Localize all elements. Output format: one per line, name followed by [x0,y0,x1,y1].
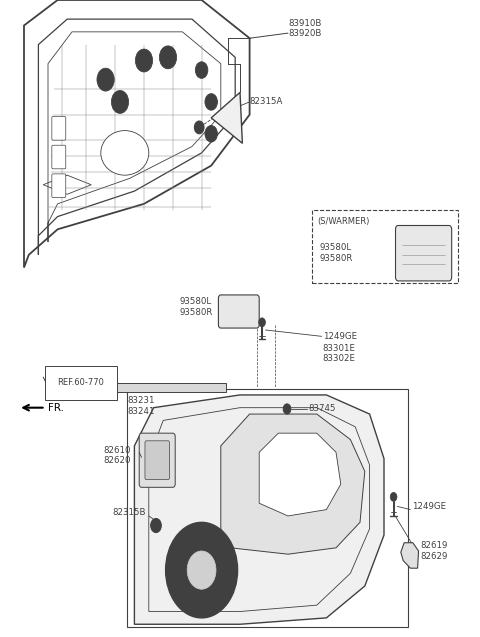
Text: 1249GE: 1249GE [412,502,446,511]
Text: 1249GE: 1249GE [323,332,357,341]
FancyBboxPatch shape [127,389,408,627]
Circle shape [390,492,397,501]
FancyBboxPatch shape [312,210,458,283]
FancyBboxPatch shape [52,174,66,197]
Ellipse shape [101,131,149,175]
Polygon shape [221,414,365,554]
Text: 83910B
83920B: 83910B 83920B [288,19,322,38]
Circle shape [97,68,114,91]
Circle shape [194,121,204,134]
Circle shape [151,519,161,533]
Polygon shape [134,395,384,624]
FancyBboxPatch shape [145,441,169,480]
Circle shape [175,535,228,605]
Circle shape [135,49,153,72]
Circle shape [283,404,291,414]
Circle shape [166,522,238,618]
Polygon shape [401,543,419,568]
Text: (S/WARMER): (S/WARMER) [317,217,369,226]
FancyBboxPatch shape [52,117,66,140]
Text: 93580L
93580R: 93580L 93580R [319,243,353,262]
Text: 82315A: 82315A [250,97,283,106]
Text: 83745: 83745 [308,404,336,413]
Circle shape [159,46,177,69]
Circle shape [205,94,217,110]
Polygon shape [259,433,341,516]
Circle shape [111,90,129,113]
Text: 83301E
83302E: 83301E 83302E [323,344,356,363]
Circle shape [197,125,201,130]
FancyBboxPatch shape [139,433,175,487]
Text: 93580L
93580R: 93580L 93580R [180,297,214,317]
FancyBboxPatch shape [52,145,66,169]
Circle shape [187,551,216,589]
Text: 82315B: 82315B [113,508,146,517]
Text: 82619
82629: 82619 82629 [420,541,448,561]
Circle shape [195,62,208,78]
Text: 82610
82620: 82610 82620 [103,446,131,465]
Circle shape [286,407,288,411]
Text: 83231
83241: 83231 83241 [127,396,155,415]
FancyBboxPatch shape [396,225,452,281]
Circle shape [205,125,217,142]
FancyBboxPatch shape [218,295,259,328]
Polygon shape [24,0,250,268]
Polygon shape [43,175,91,194]
Text: FR.: FR. [48,403,64,413]
Text: REF.60-770: REF.60-770 [58,378,105,387]
Polygon shape [38,19,235,255]
FancyBboxPatch shape [58,383,226,392]
Circle shape [154,523,158,528]
Circle shape [259,318,265,327]
Polygon shape [211,92,242,143]
